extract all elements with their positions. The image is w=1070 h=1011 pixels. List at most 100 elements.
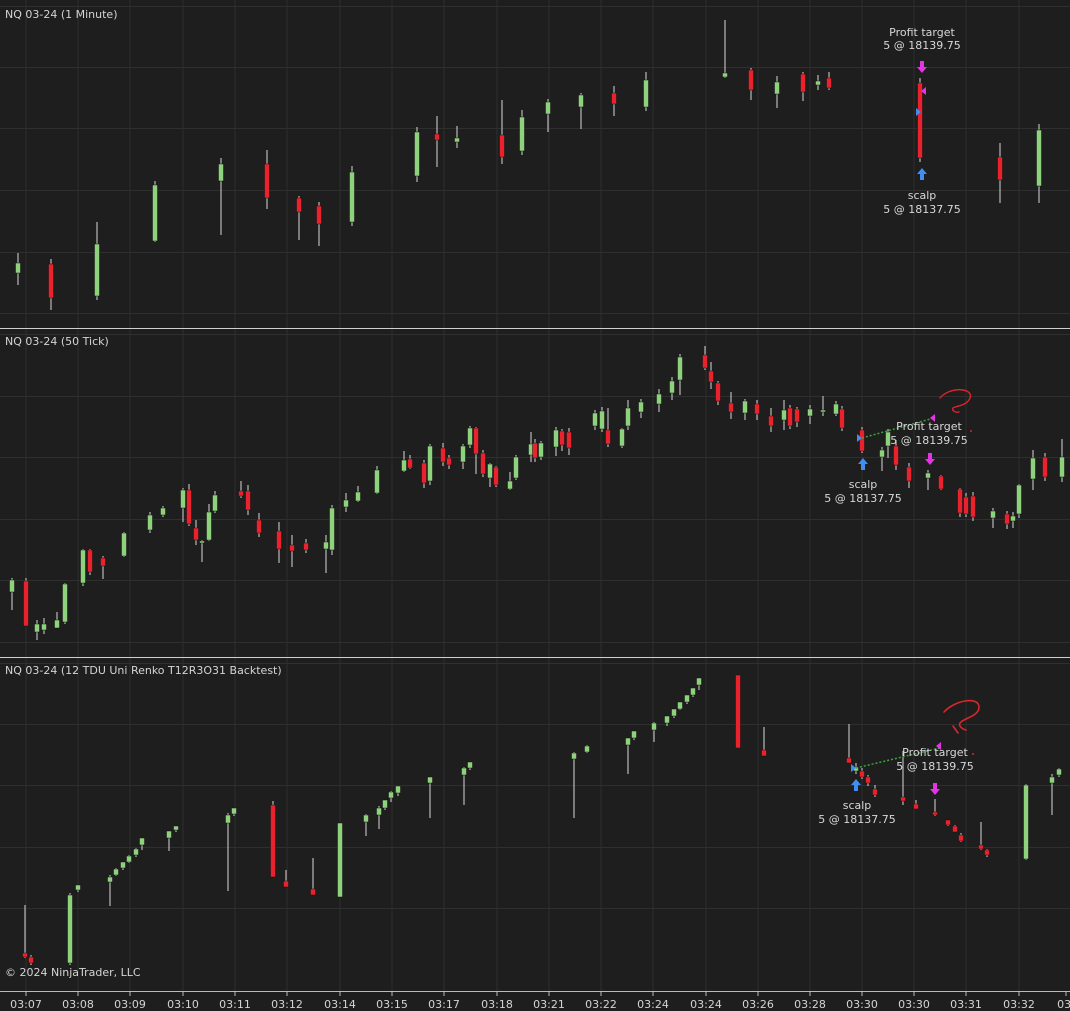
time-tick-label: 03:30 bbox=[898, 998, 930, 1011]
candle-down bbox=[473, 427, 479, 455]
candle-up bbox=[323, 541, 329, 550]
candle-down bbox=[800, 73, 806, 93]
time-tick-label: 03: bbox=[1057, 998, 1070, 1011]
candle-up bbox=[126, 855, 132, 863]
candle-up bbox=[833, 403, 839, 415]
candle-down bbox=[768, 415, 774, 427]
candle-up bbox=[619, 428, 625, 447]
candle-up bbox=[990, 510, 996, 519]
time-tick-label: 03:22 bbox=[585, 998, 617, 1011]
candle-down bbox=[859, 770, 865, 778]
candle-down bbox=[310, 888, 316, 896]
candle-down bbox=[440, 447, 446, 463]
time-tick-label: 03:28 bbox=[794, 998, 826, 1011]
entry-detail: 5 @ 18137.75 bbox=[883, 203, 960, 216]
entry-label: scalp bbox=[849, 478, 878, 491]
candle-down bbox=[256, 519, 262, 534]
candle-up bbox=[487, 463, 493, 479]
time-tick-label: 03:24 bbox=[690, 998, 722, 1011]
candle-up bbox=[815, 80, 821, 86]
candle-up bbox=[879, 449, 885, 458]
candle-down bbox=[708, 370, 714, 383]
time-tick-label: 03:17 bbox=[428, 998, 460, 1011]
profit-target-label: Profit target bbox=[902, 746, 968, 759]
candle-up bbox=[218, 163, 224, 182]
candle-up bbox=[592, 412, 598, 427]
candle-down bbox=[566, 431, 572, 449]
entry-arrow-icon bbox=[917, 168, 927, 180]
candle-up bbox=[427, 445, 433, 482]
time-tick-label: 03:26 bbox=[742, 998, 774, 1011]
candle-up bbox=[54, 619, 60, 629]
candle-up bbox=[337, 822, 343, 898]
entry-fill-marker-icon bbox=[857, 434, 862, 442]
candle-up bbox=[742, 400, 748, 414]
candle-up bbox=[651, 722, 657, 731]
candle-down bbox=[193, 527, 199, 541]
candle-up bbox=[1030, 457, 1036, 480]
question-mark-icon bbox=[939, 389, 971, 413]
candle-up bbox=[139, 837, 145, 846]
entry-label: scalp bbox=[843, 799, 872, 812]
candle-down bbox=[761, 749, 767, 757]
candle-up bbox=[113, 868, 119, 876]
candle-up bbox=[467, 427, 473, 446]
candle-down bbox=[100, 557, 106, 567]
price-bars bbox=[9, 20, 1065, 965]
profit-target-label: Profit target bbox=[896, 420, 962, 433]
question-mark-icon bbox=[943, 699, 980, 734]
candle-down bbox=[421, 462, 427, 484]
candle-up bbox=[343, 499, 349, 508]
candle-up bbox=[121, 532, 127, 557]
candle-up bbox=[41, 623, 47, 631]
candle-up bbox=[722, 72, 728, 78]
candle-down bbox=[957, 488, 963, 514]
time-tick-label: 03:31 bbox=[950, 998, 982, 1011]
candle-down bbox=[872, 788, 878, 796]
candle-up bbox=[454, 137, 460, 143]
candle-down bbox=[859, 429, 865, 452]
candle-up bbox=[925, 472, 931, 479]
candle-down bbox=[728, 402, 734, 413]
candle-up bbox=[180, 489, 186, 509]
candle-up bbox=[460, 445, 466, 463]
candle-up bbox=[355, 491, 361, 502]
candle-up bbox=[507, 480, 513, 490]
candle-up bbox=[684, 694, 690, 703]
candle-up bbox=[147, 514, 153, 531]
panel-title-1min: NQ 03-24 (1 Minute) bbox=[5, 8, 118, 21]
candle-down bbox=[997, 156, 1003, 181]
candle-down bbox=[1004, 513, 1010, 525]
candle-down bbox=[264, 163, 270, 199]
time-tick-label: 03:30 bbox=[846, 998, 878, 1011]
candle-down bbox=[865, 776, 871, 784]
candle-up bbox=[664, 715, 670, 724]
candle-up bbox=[75, 884, 81, 891]
candle-up bbox=[643, 79, 649, 108]
candle-up bbox=[625, 737, 631, 746]
candle-up bbox=[395, 785, 401, 794]
candle-down bbox=[794, 408, 800, 423]
candle-down bbox=[605, 429, 611, 445]
candle-down bbox=[839, 408, 845, 429]
candle-up bbox=[1049, 776, 1055, 784]
candle-down bbox=[735, 674, 741, 749]
candle-down bbox=[559, 430, 565, 446]
candle-up bbox=[578, 94, 584, 108]
exit-fill-marker-icon bbox=[930, 414, 935, 422]
candle-down bbox=[978, 844, 984, 850]
exit-fill-marker-icon bbox=[936, 742, 941, 750]
candle-down bbox=[945, 819, 951, 826]
candle-down bbox=[270, 804, 276, 878]
candle-up bbox=[671, 708, 677, 717]
candle-up bbox=[382, 799, 388, 809]
candle-up bbox=[225, 814, 231, 824]
candle-up bbox=[820, 409, 826, 413]
candle-up bbox=[677, 356, 683, 381]
candle-up bbox=[1056, 768, 1062, 776]
candle-down bbox=[276, 530, 282, 550]
candle-down bbox=[702, 354, 708, 369]
